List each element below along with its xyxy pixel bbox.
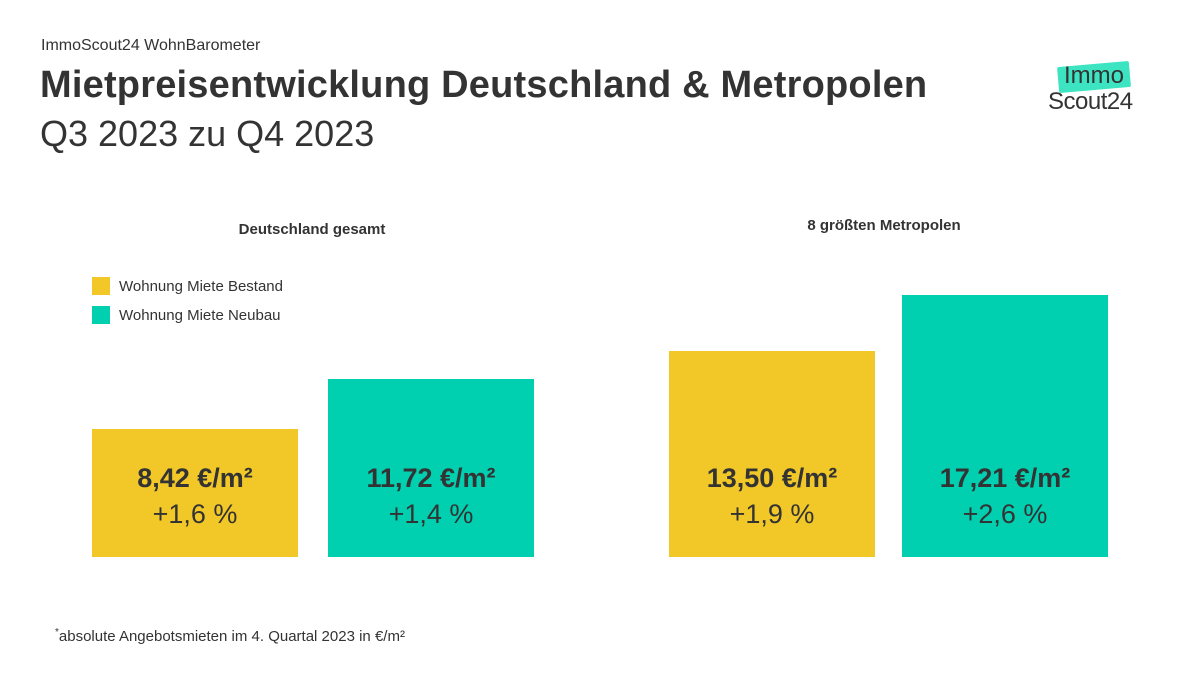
logo-line-2: Scout24 bbox=[1048, 88, 1133, 115]
chart-title-deutschland: Deutschland gesamt bbox=[238, 221, 386, 238]
page-title: Mietpreisentwicklung Deutschland & Metro… bbox=[40, 64, 928, 106]
legend-item-bestand: Wohnung Miete Bestand bbox=[92, 276, 283, 296]
legend-label-neubau: Wohnung Miete Neubau bbox=[119, 306, 281, 324]
legend-swatch-neubau bbox=[92, 306, 110, 324]
legend-label-bestand: Wohnung Miete Bestand bbox=[119, 277, 283, 295]
bar-deutschland-bestand: 8,42 €/m² +1,6 % bbox=[92, 429, 298, 557]
bar-value-label: 13,50 €/m² bbox=[706, 463, 838, 493]
bar-change-label: +2,6 % bbox=[962, 499, 1048, 529]
bar-value-label: 11,72 €/m² bbox=[366, 463, 496, 493]
bar-deutschland-neubau: 11,72 €/m² +1,4 % bbox=[328, 379, 534, 557]
bar-metropolen-bestand: 13,50 €/m² +1,9 % bbox=[669, 351, 875, 557]
kicker-text: ImmoScout24 WohnBarometer bbox=[41, 37, 261, 54]
chart-title-metropolen: 8 größten Metropolen bbox=[807, 217, 961, 234]
bar-change-label: +1,6 % bbox=[152, 499, 238, 529]
immoscout24-logo: Immo Scout24 bbox=[1040, 58, 1150, 120]
bar-value-label: 17,21 €/m² bbox=[939, 463, 1071, 493]
logo-line-1: Immo bbox=[1064, 62, 1124, 89]
footnote-text: absolute Angebotsmieten im 4. Quartal 20… bbox=[58, 628, 405, 645]
bar-value-label: 8,42 €/m² bbox=[137, 463, 253, 493]
bar-metropolen-neubau: 17,21 €/m² +2,6 % bbox=[902, 295, 1108, 557]
bar-change-label: +1,4 % bbox=[388, 499, 474, 529]
bar-change-label: +1,9 % bbox=[729, 499, 815, 529]
page-subtitle: Q3 2023 zu Q4 2023 bbox=[40, 113, 375, 154]
legend-swatch-bestand bbox=[92, 277, 110, 295]
footnote: *absolute Angebotsmieten im 4. Quartal 2… bbox=[55, 627, 405, 645]
footnote-marker: * bbox=[55, 627, 59, 638]
legend-item-neubau: Wohnung Miete Neubau bbox=[92, 305, 281, 325]
